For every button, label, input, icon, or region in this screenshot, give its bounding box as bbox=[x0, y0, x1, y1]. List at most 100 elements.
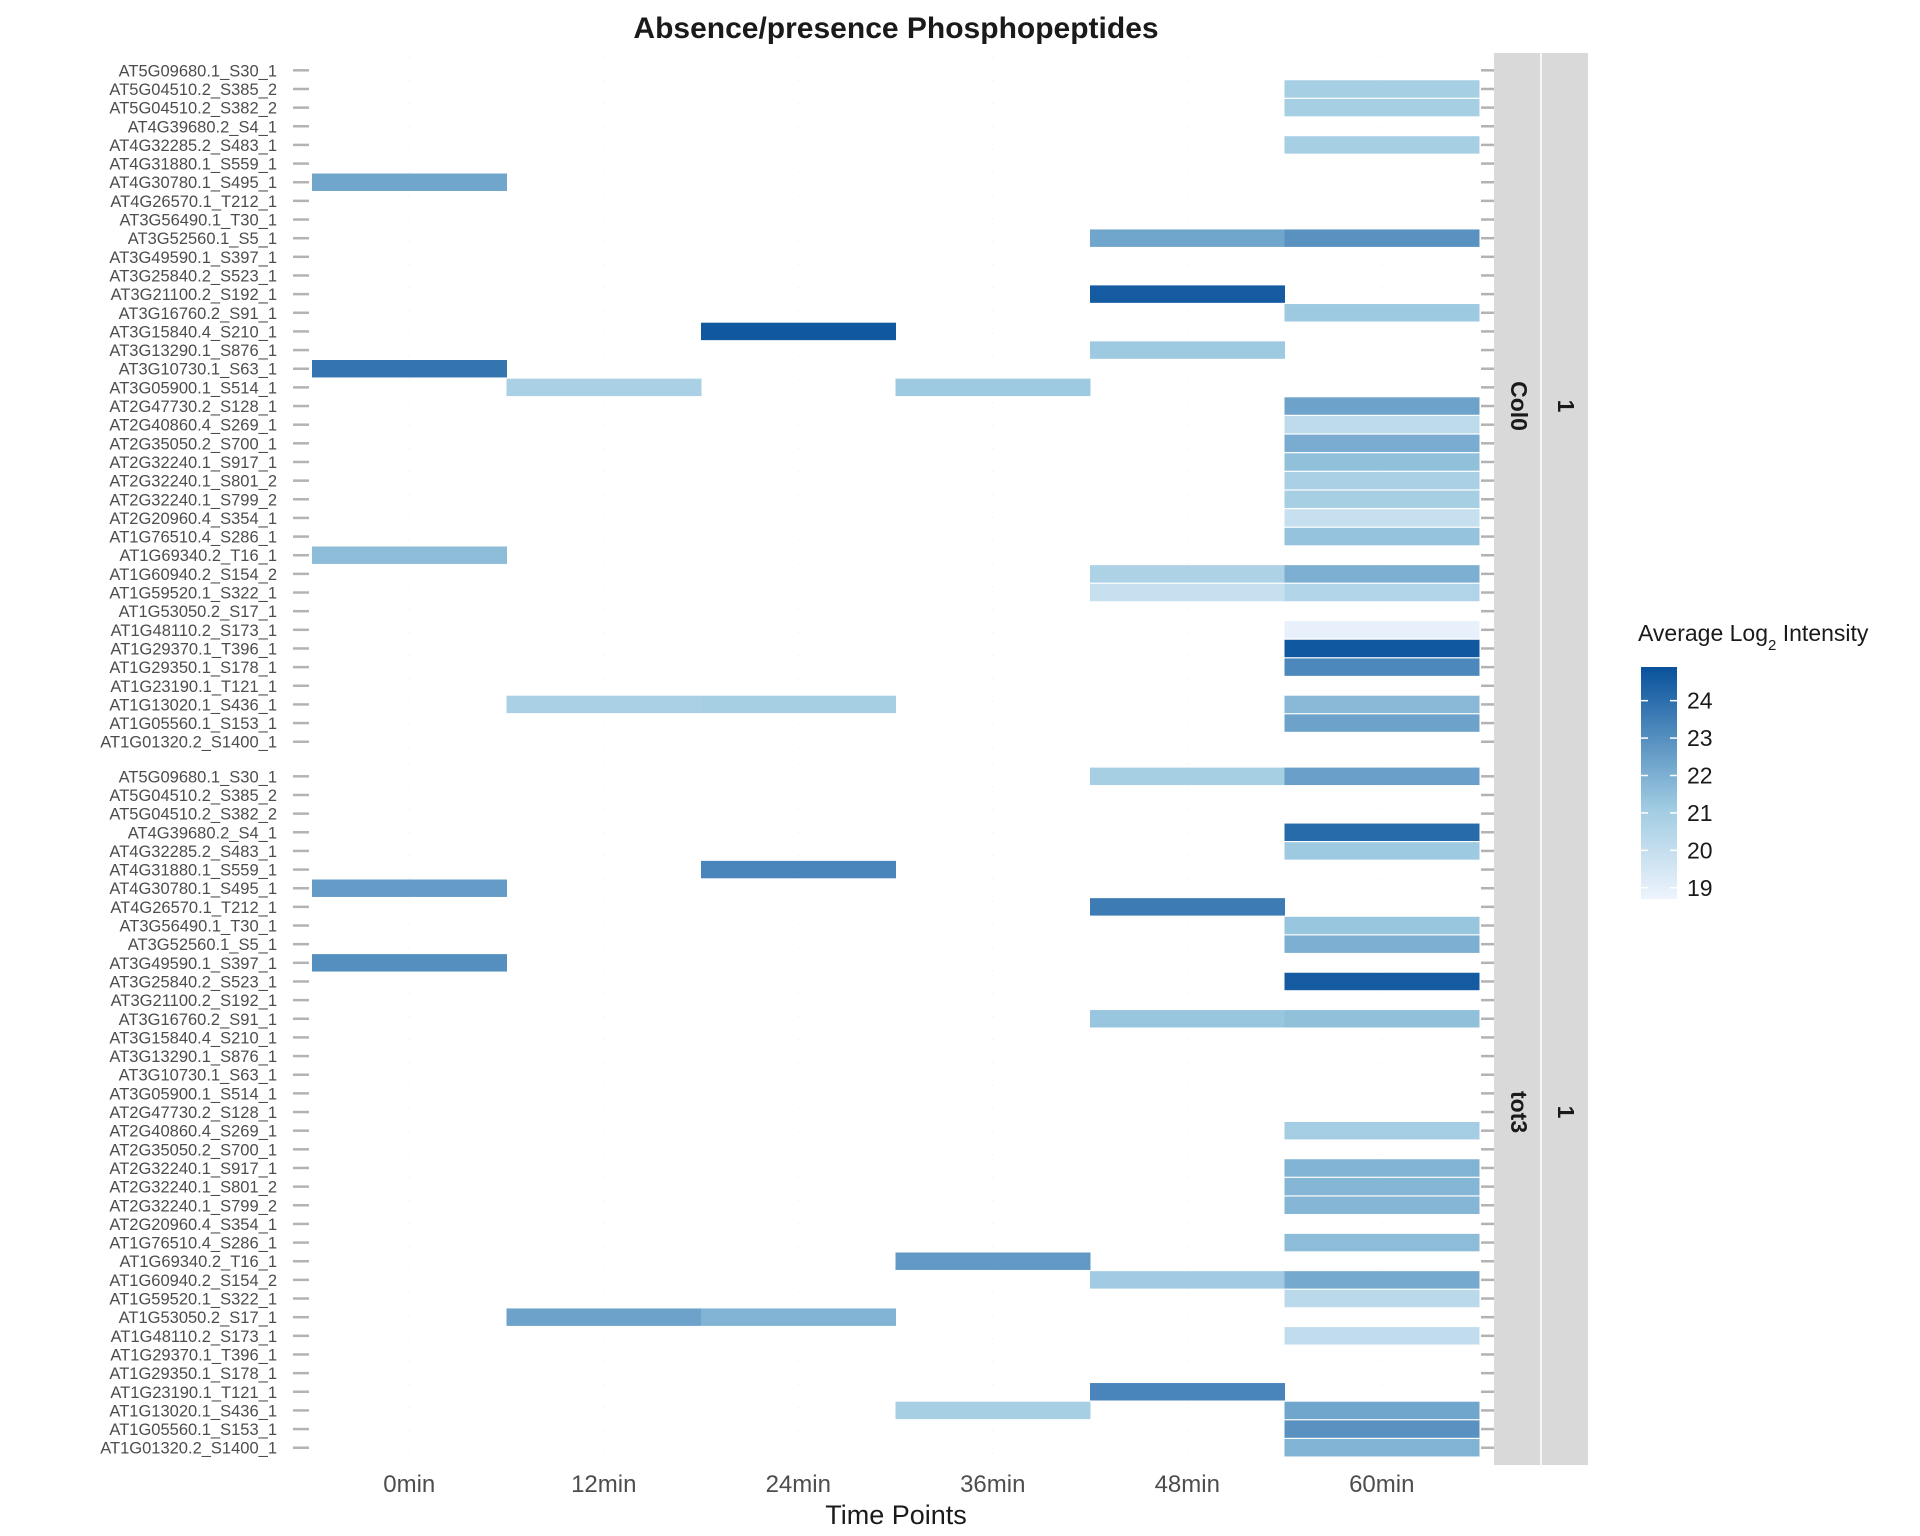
facet-strip-label-outer: 1 bbox=[1553, 400, 1579, 413]
heatmap-tile bbox=[1284, 714, 1480, 732]
heatmap-tile bbox=[1284, 621, 1480, 639]
row-label: AT4G32285.2_S483_1 bbox=[109, 137, 277, 155]
row-label: AT5G09680.1_S30_1 bbox=[119, 62, 277, 80]
row-label: AT5G04510.2_S385_2 bbox=[109, 81, 277, 99]
legend-title: Average Log2 Intensity bbox=[1638, 620, 1869, 654]
row-label: AT3G13290.1_S876_1 bbox=[109, 342, 277, 360]
legend-title-main: Average Log bbox=[1638, 620, 1768, 646]
x-tick-label: 0min bbox=[383, 1471, 435, 1498]
heatmap-tile bbox=[1284, 1121, 1480, 1140]
row-label: AT4G26570.1_T212_1 bbox=[110, 193, 277, 211]
facet-panels: AT5G09680.1_S30_1AT5G04510.2_S385_2AT5G0… bbox=[100, 53, 1588, 1466]
row-label: AT3G25840.2_S523_1 bbox=[109, 973, 277, 991]
row-label: AT3G21100.2_S192_1 bbox=[111, 286, 277, 304]
heatmap-tile bbox=[1284, 98, 1480, 117]
heatmap-tile bbox=[1090, 898, 1285, 916]
row-label: AT3G15840.4_S210_1 bbox=[109, 1029, 277, 1047]
heatmap-tile bbox=[1284, 1010, 1480, 1028]
legend-ticks: 24 23 22 21 20 19 bbox=[1641, 688, 1713, 901]
row-label: AT2G47730.2_S128_1 bbox=[109, 398, 277, 416]
row-label: AT2G32240.1_S917_1 bbox=[109, 454, 277, 472]
row-label: AT1G01320.2_S1400_1 bbox=[100, 734, 277, 752]
row-label: AT2G40860.4_S269_1 bbox=[109, 417, 277, 435]
heatmap-tile bbox=[1284, 527, 1480, 546]
heatmap-tile bbox=[1284, 1177, 1480, 1196]
row-label: AT1G60940.2_S154_2 bbox=[109, 566, 277, 584]
row-label: AT2G40860.4_S269_1 bbox=[109, 1123, 277, 1141]
row-label: AT3G05900.1_S514_1 bbox=[109, 1085, 277, 1103]
row-label: AT1G53050.2_S17_1 bbox=[119, 1309, 277, 1327]
row-label: AT1G76510.4_S286_1 bbox=[109, 529, 277, 547]
row-label: AT3G21100.2_S192_1 bbox=[111, 992, 277, 1010]
row-label: AT2G32240.1_S917_1 bbox=[109, 1160, 277, 1178]
x-axis-title: Time Points bbox=[825, 1500, 967, 1530]
heatmap-tile bbox=[1090, 565, 1285, 583]
heatmap-tile bbox=[1284, 823, 1480, 841]
row-label: AT3G56490.1_T30_1 bbox=[120, 212, 277, 230]
heatmap-tile bbox=[312, 173, 507, 191]
heatmap-tile bbox=[1284, 490, 1480, 508]
x-axis: 0min 12min 24min 36min 48min 60min bbox=[383, 1471, 1414, 1498]
heatmap-tile bbox=[1090, 583, 1285, 602]
row-label: AT3G16760.2_S91_1 bbox=[119, 305, 277, 323]
heatmap-tile bbox=[1284, 842, 1480, 860]
row-label: AT3G52560.1_S5_1 bbox=[128, 230, 277, 248]
row-label: AT1G29370.1_T396_1 bbox=[110, 1346, 277, 1364]
heatmap-tile bbox=[701, 860, 896, 879]
row-label: AT2G32240.1_S801_2 bbox=[109, 1179, 277, 1197]
row-label: AT4G30780.1_S495_1 bbox=[109, 880, 277, 898]
heatmap-tile bbox=[1284, 415, 1480, 434]
legend-label: 22 bbox=[1687, 763, 1713, 789]
row-label: AT3G49590.1_S397_1 bbox=[109, 249, 277, 267]
row-label: AT2G47730.2_S128_1 bbox=[109, 1104, 277, 1122]
heatmap-tile bbox=[1284, 1401, 1480, 1420]
heatmap-tile bbox=[312, 954, 507, 972]
row-label: AT1G23190.1_T121_1 bbox=[110, 1384, 277, 1402]
row-label: AT1G59520.1_S322_1 bbox=[109, 585, 277, 603]
row-label: AT1G29350.1_S178_1 bbox=[109, 659, 277, 677]
heatmap-tile bbox=[1284, 1233, 1480, 1252]
legend-label: 19 bbox=[1687, 875, 1713, 901]
facet-strip-label-inner: Col0 bbox=[1506, 381, 1532, 431]
heatmap-tile bbox=[1284, 767, 1480, 786]
row-label: AT1G48110.2_S173_1 bbox=[111, 1328, 277, 1346]
legend-title-subscript: 2 bbox=[1768, 637, 1776, 654]
row-label: AT4G31880.1_S559_1 bbox=[109, 862, 277, 880]
legend-label: 24 bbox=[1687, 688, 1713, 714]
row-label: AT5G04510.2_S385_2 bbox=[109, 787, 277, 805]
heatmap-tile bbox=[1284, 136, 1480, 154]
heatmap-tile bbox=[1090, 1383, 1285, 1401]
heatmap-tile bbox=[312, 360, 507, 378]
x-tick-label: 60min bbox=[1349, 1471, 1414, 1498]
facet-strip-label-inner: tot3 bbox=[1506, 1091, 1532, 1133]
row-label: AT5G09680.1_S30_1 bbox=[119, 768, 277, 786]
color-legend: Average Log2 Intensity 24 23 22 21 20 19 bbox=[1638, 620, 1869, 901]
row-label: AT1G48110.2_S173_1 bbox=[111, 622, 277, 640]
heatmap-tile bbox=[1284, 583, 1480, 602]
heatmap-tile bbox=[895, 1401, 1091, 1420]
row-label: AT3G10730.1_S63_1 bbox=[119, 361, 277, 379]
row-label: AT5G04510.2_S382_2 bbox=[109, 806, 277, 824]
row-label: AT3G05900.1_S514_1 bbox=[109, 379, 277, 397]
heatmap-tile bbox=[1090, 341, 1285, 359]
heatmap-tile bbox=[895, 378, 1091, 397]
row-label: AT3G13290.1_S876_1 bbox=[109, 1048, 277, 1066]
heatmap-tile bbox=[1090, 1010, 1285, 1028]
heatmap-tile bbox=[1284, 695, 1480, 714]
row-label: AT2G35050.2_S700_1 bbox=[109, 1141, 277, 1159]
heatmap-tile bbox=[1284, 397, 1480, 415]
row-label: AT2G35050.2_S700_1 bbox=[109, 435, 277, 453]
heatmap-tile bbox=[895, 1252, 1091, 1270]
row-label: AT1G76510.4_S286_1 bbox=[109, 1235, 277, 1253]
row-label: AT1G69340.2_T16_1 bbox=[120, 547, 277, 565]
heatmap-tile bbox=[1284, 453, 1480, 471]
heatmap-tile bbox=[1284, 1271, 1480, 1289]
heatmap-tile bbox=[506, 695, 702, 714]
row-label: AT4G39680.2_S4_1 bbox=[128, 118, 277, 136]
row-label: AT1G29350.1_S178_1 bbox=[109, 1365, 277, 1383]
row-label: AT2G32240.1_S799_2 bbox=[109, 491, 277, 509]
row-label: AT3G16760.2_S91_1 bbox=[119, 1011, 277, 1029]
heatmap-tile bbox=[1090, 229, 1285, 247]
heatmap-tile bbox=[312, 879, 507, 897]
legend-label: 23 bbox=[1687, 725, 1713, 751]
